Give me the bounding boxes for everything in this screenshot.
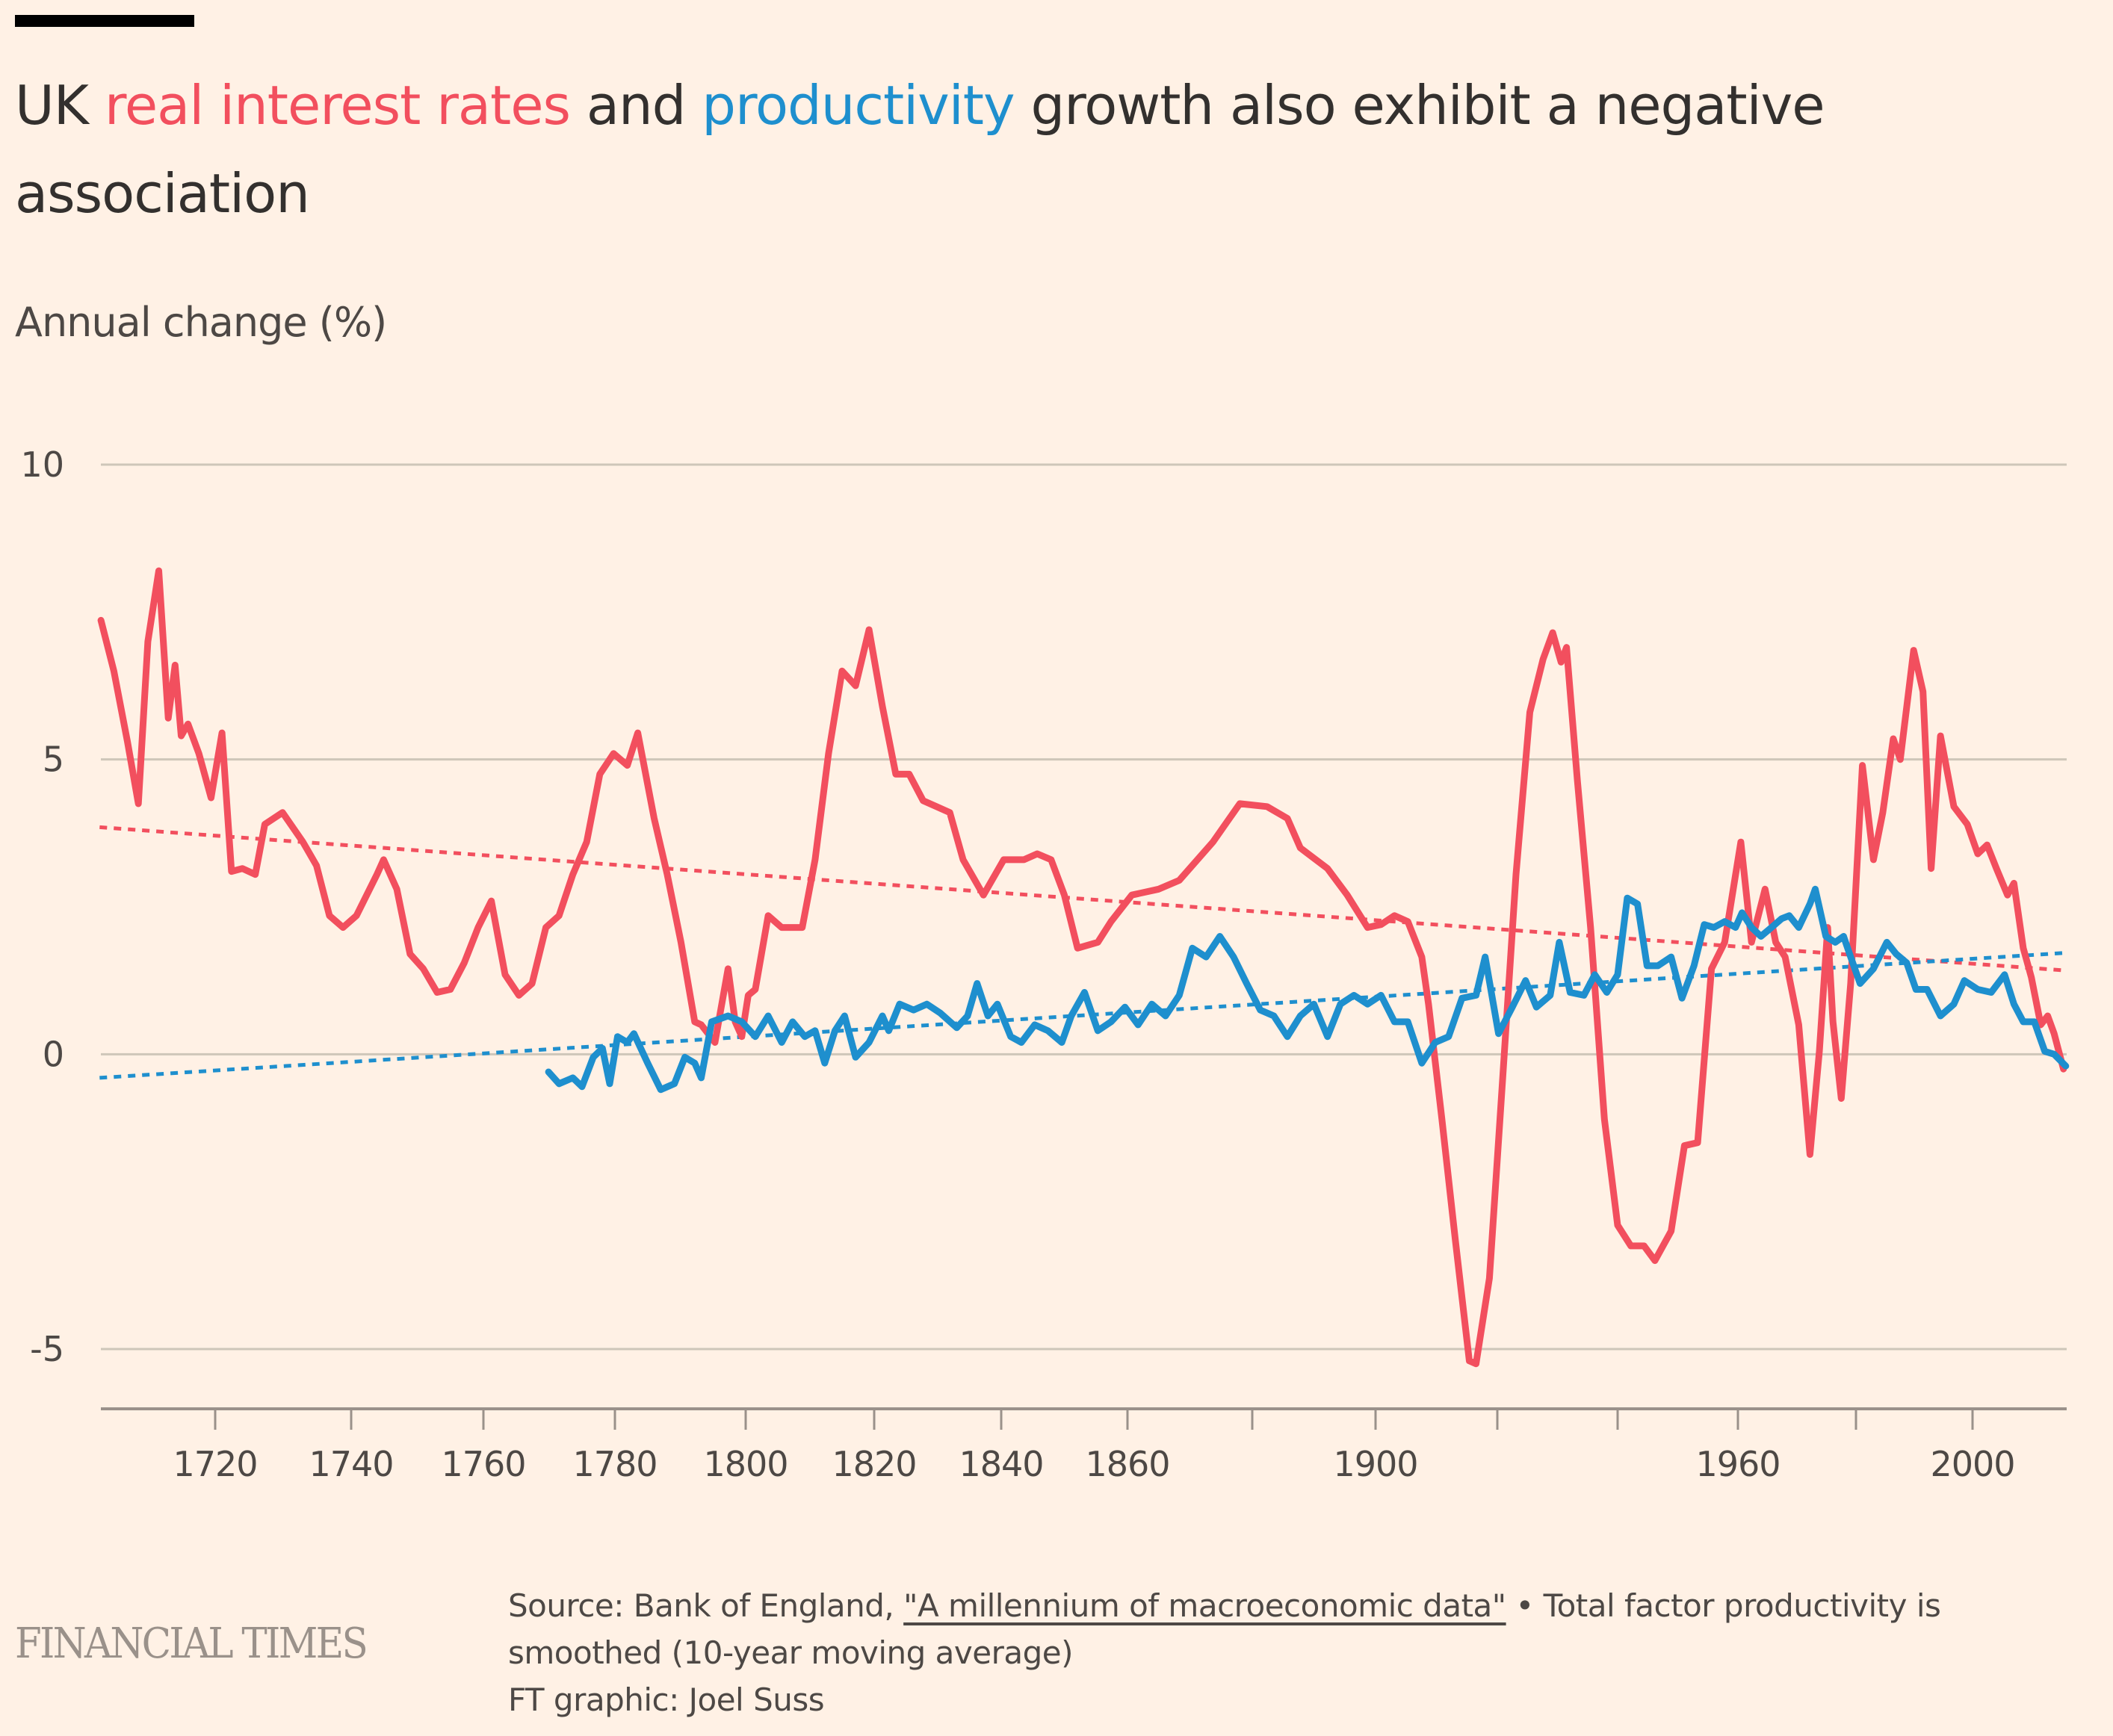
x-tick-label: 1740 bbox=[309, 1444, 393, 1484]
trend-lines bbox=[99, 825, 2066, 1080]
source-note: Source: Bank of England, "A millennium o… bbox=[508, 1582, 2077, 1676]
y-axis-ticks: 10 5 0 -5 bbox=[20, 444, 64, 1369]
footer-notes: Source: Bank of England, "A millennium o… bbox=[508, 1582, 2077, 1723]
title-prefix: UK bbox=[15, 74, 105, 137]
source-prefix: Source: Bank of England, bbox=[508, 1587, 904, 1624]
productivity-line bbox=[545, 885, 2070, 1094]
chart-title: UK real interest rates and productivity … bbox=[15, 61, 2032, 238]
x-tick-label: 1960 bbox=[1695, 1444, 1780, 1484]
real-interest-rates-trend-line bbox=[99, 825, 2066, 973]
y-tick-label: 5 bbox=[43, 740, 64, 780]
graphic-credit: FT graphic: Joel Suss bbox=[508, 1681, 825, 1718]
y-tick-label: 10 bbox=[20, 444, 64, 485]
title-highlight-productivity: productivity bbox=[702, 74, 1015, 137]
title-suffix: growth also exhibit a negative associati… bbox=[15, 74, 1825, 225]
x-tick-label: 1820 bbox=[832, 1444, 916, 1484]
financial-times-logo: FINANCIAL TIMES bbox=[15, 1619, 368, 1668]
y-axis-label: Annual change (%) bbox=[15, 299, 387, 346]
title-highlight-real-interest-rates: real interest rates bbox=[104, 74, 571, 137]
y-tick-label: 0 bbox=[43, 1034, 64, 1074]
x-tick-label: 1840 bbox=[959, 1444, 1043, 1484]
ft-brand-bar bbox=[15, 15, 194, 27]
source-link[interactable]: "A millennium of macroeconomic data" bbox=[903, 1587, 1506, 1624]
x-tick-label: 1760 bbox=[441, 1444, 525, 1484]
title-middle: and bbox=[570, 74, 702, 137]
x-tick-label: 1860 bbox=[1085, 1444, 1169, 1484]
x-tick-label: 1780 bbox=[572, 1444, 657, 1484]
x-tick-label: 1720 bbox=[173, 1444, 257, 1484]
y-tick-label: -5 bbox=[30, 1329, 64, 1369]
x-tick-label: 1900 bbox=[1333, 1444, 1417, 1484]
productivity-trend-line bbox=[99, 951, 2066, 1080]
real-interest-rates-line bbox=[97, 567, 2067, 1368]
x-tick-label: 2000 bbox=[1930, 1444, 2014, 1484]
gridlines bbox=[101, 463, 2067, 1351]
source-suffix: • Total factor productivity is smoothed … bbox=[508, 1587, 1941, 1671]
x-axis: 1720 1740 1760 1780 1800 1820 1840 1860 1900 1960… bbox=[101, 1407, 2067, 1484]
series-lines bbox=[97, 567, 2070, 1368]
x-tick-label: 1800 bbox=[703, 1444, 788, 1484]
